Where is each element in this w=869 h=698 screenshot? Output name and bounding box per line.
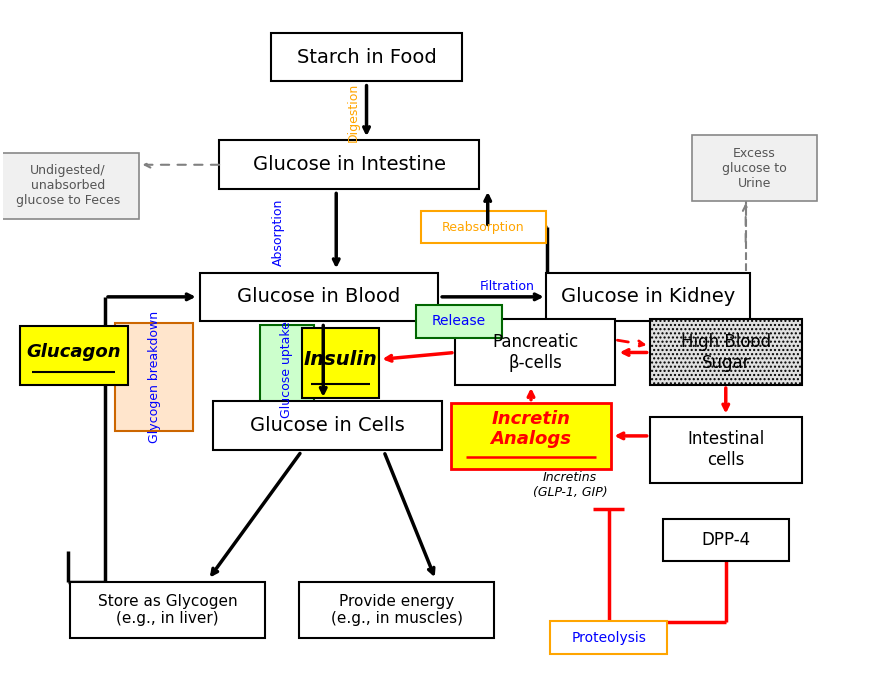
FancyBboxPatch shape bbox=[649, 320, 800, 385]
Text: Release: Release bbox=[432, 314, 486, 328]
FancyBboxPatch shape bbox=[299, 582, 494, 637]
Text: Starch in Food: Starch in Food bbox=[296, 47, 436, 66]
Text: Glucose in Kidney: Glucose in Kidney bbox=[561, 288, 734, 306]
FancyBboxPatch shape bbox=[302, 328, 378, 398]
FancyBboxPatch shape bbox=[20, 327, 128, 385]
Text: Glucose in Intestine: Glucose in Intestine bbox=[252, 155, 445, 174]
FancyBboxPatch shape bbox=[691, 135, 816, 201]
Text: Filtration: Filtration bbox=[480, 280, 534, 293]
Text: Absorption: Absorption bbox=[271, 198, 284, 266]
Text: Incretins
(GLP-1, GIP): Incretins (GLP-1, GIP) bbox=[532, 470, 607, 498]
FancyBboxPatch shape bbox=[550, 621, 667, 654]
FancyBboxPatch shape bbox=[116, 323, 193, 431]
Text: Excess
glucose to
Urine: Excess glucose to Urine bbox=[721, 147, 786, 190]
Text: Provide energy
(e.g., in muscles): Provide energy (e.g., in muscles) bbox=[330, 593, 462, 626]
Text: Glucagon: Glucagon bbox=[27, 343, 121, 362]
Text: Pancreatic
β-cells: Pancreatic β-cells bbox=[492, 333, 578, 372]
FancyBboxPatch shape bbox=[213, 401, 441, 450]
Text: High Blood
Sugar: High Blood Sugar bbox=[680, 333, 770, 372]
FancyBboxPatch shape bbox=[662, 519, 787, 561]
FancyBboxPatch shape bbox=[546, 272, 749, 321]
FancyBboxPatch shape bbox=[219, 140, 479, 189]
FancyBboxPatch shape bbox=[415, 304, 502, 338]
Text: Incretin
Analogs: Incretin Analogs bbox=[490, 410, 571, 448]
Text: Glucose uptake: Glucose uptake bbox=[280, 321, 293, 418]
FancyBboxPatch shape bbox=[271, 33, 461, 82]
Text: Reabsorption: Reabsorption bbox=[441, 221, 524, 234]
Text: Digestion: Digestion bbox=[347, 83, 360, 142]
FancyBboxPatch shape bbox=[454, 320, 614, 385]
FancyBboxPatch shape bbox=[200, 272, 437, 321]
FancyBboxPatch shape bbox=[70, 582, 264, 637]
FancyBboxPatch shape bbox=[450, 403, 610, 469]
Text: Undigested/
unabsorbed
glucose to Feces: Undigested/ unabsorbed glucose to Feces bbox=[16, 164, 120, 207]
Text: Glycogen breakdown: Glycogen breakdown bbox=[148, 311, 161, 443]
FancyBboxPatch shape bbox=[420, 211, 546, 244]
Text: Proteolysis: Proteolysis bbox=[571, 630, 646, 644]
Text: DPP-4: DPP-4 bbox=[700, 531, 749, 549]
Text: Intestinal
cells: Intestinal cells bbox=[687, 431, 764, 469]
Text: Glucose in Blood: Glucose in Blood bbox=[237, 288, 400, 306]
FancyBboxPatch shape bbox=[649, 417, 800, 483]
FancyBboxPatch shape bbox=[0, 153, 139, 218]
Text: Glucose in Cells: Glucose in Cells bbox=[250, 416, 404, 435]
Text: Store as Glycogen
(e.g., in liver): Store as Glycogen (e.g., in liver) bbox=[97, 593, 237, 626]
Text: Insulin: Insulin bbox=[303, 350, 377, 369]
FancyBboxPatch shape bbox=[260, 325, 314, 415]
